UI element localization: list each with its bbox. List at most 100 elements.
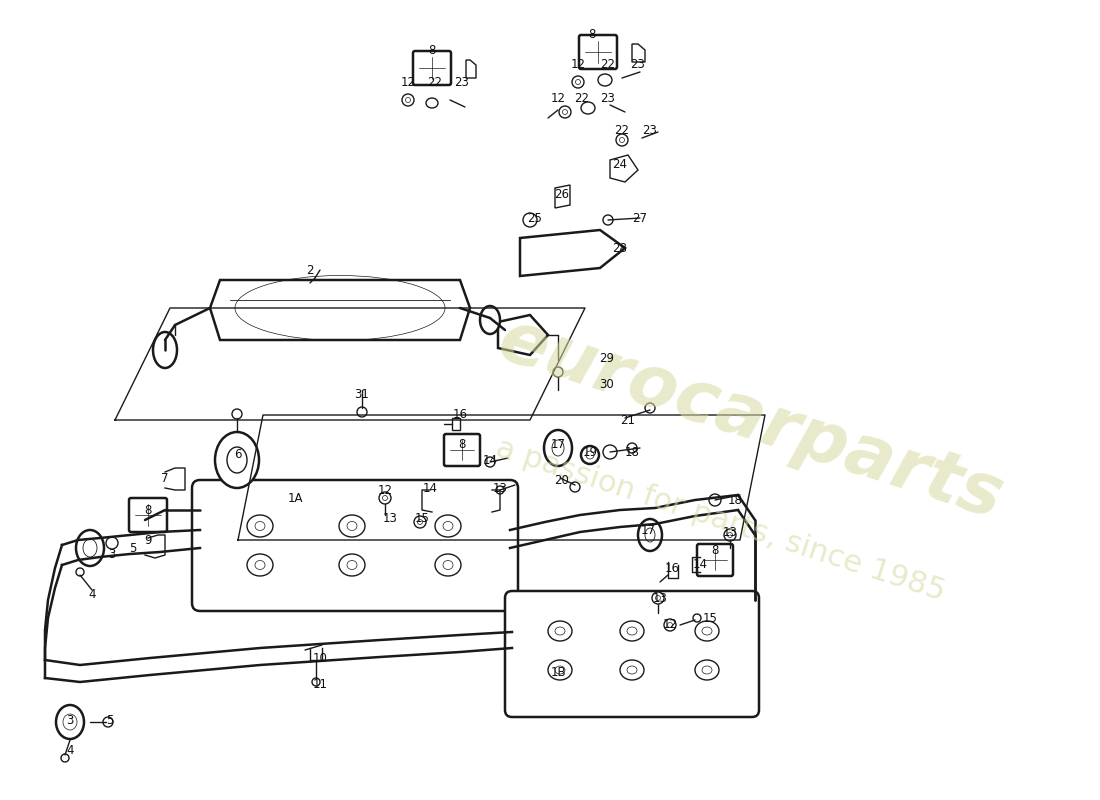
Ellipse shape	[346, 561, 358, 570]
Ellipse shape	[620, 660, 644, 680]
Text: 13: 13	[652, 591, 668, 605]
Ellipse shape	[586, 451, 594, 459]
Ellipse shape	[638, 519, 662, 551]
Text: 8: 8	[144, 503, 152, 517]
Text: 12: 12	[400, 75, 416, 89]
Text: 25: 25	[528, 211, 542, 225]
Ellipse shape	[255, 561, 265, 570]
Ellipse shape	[652, 592, 664, 604]
FancyBboxPatch shape	[192, 480, 518, 611]
FancyBboxPatch shape	[129, 498, 167, 532]
FancyBboxPatch shape	[412, 51, 451, 85]
Ellipse shape	[496, 486, 504, 494]
Text: 7: 7	[162, 471, 168, 485]
FancyBboxPatch shape	[697, 544, 733, 576]
Ellipse shape	[559, 106, 571, 118]
Ellipse shape	[339, 554, 365, 576]
Text: 13: 13	[493, 482, 507, 494]
Ellipse shape	[214, 432, 258, 488]
Text: 14: 14	[693, 558, 707, 571]
Ellipse shape	[581, 446, 600, 464]
Text: a passion for parts, since 1985: a passion for parts, since 1985	[492, 434, 948, 606]
Text: 4: 4	[88, 589, 96, 602]
Text: 21: 21	[620, 414, 636, 426]
Ellipse shape	[645, 528, 654, 542]
Ellipse shape	[248, 515, 273, 537]
Text: 3: 3	[66, 714, 74, 726]
Polygon shape	[520, 230, 625, 276]
Ellipse shape	[581, 102, 595, 114]
Ellipse shape	[724, 529, 736, 541]
Ellipse shape	[82, 539, 97, 557]
Text: 5: 5	[130, 542, 136, 554]
Ellipse shape	[556, 666, 565, 674]
Ellipse shape	[434, 515, 461, 537]
Text: 12: 12	[377, 483, 393, 497]
Text: 15: 15	[415, 511, 429, 525]
Ellipse shape	[227, 447, 248, 473]
Text: 19: 19	[583, 446, 597, 458]
Ellipse shape	[556, 627, 565, 635]
Text: 9: 9	[144, 534, 152, 546]
Text: 3: 3	[108, 549, 115, 562]
Text: 2: 2	[306, 263, 313, 277]
Text: 12: 12	[662, 618, 678, 631]
Ellipse shape	[76, 530, 104, 566]
Ellipse shape	[106, 537, 118, 549]
Ellipse shape	[627, 666, 637, 674]
Ellipse shape	[695, 660, 719, 680]
Polygon shape	[632, 44, 645, 62]
Text: 24: 24	[613, 158, 627, 171]
Text: 16: 16	[452, 409, 468, 422]
Text: eurocarparts: eurocarparts	[490, 306, 1011, 534]
Text: 17: 17	[550, 438, 565, 451]
Ellipse shape	[339, 515, 365, 537]
Ellipse shape	[562, 110, 568, 114]
Ellipse shape	[379, 492, 390, 504]
Ellipse shape	[603, 445, 617, 459]
Ellipse shape	[426, 98, 438, 108]
Text: 14: 14	[422, 482, 438, 494]
Text: 22: 22	[574, 91, 590, 105]
Ellipse shape	[668, 622, 672, 627]
FancyBboxPatch shape	[444, 434, 480, 466]
Polygon shape	[210, 280, 470, 340]
Text: 10: 10	[312, 651, 328, 665]
Ellipse shape	[710, 494, 720, 506]
Ellipse shape	[627, 443, 637, 453]
Text: 22: 22	[428, 75, 442, 89]
Ellipse shape	[627, 627, 637, 635]
Ellipse shape	[598, 74, 612, 86]
Text: 4: 4	[66, 743, 74, 757]
Ellipse shape	[480, 306, 501, 334]
Text: 14: 14	[483, 454, 497, 466]
Ellipse shape	[575, 79, 581, 85]
Polygon shape	[610, 155, 638, 182]
Ellipse shape	[485, 457, 495, 467]
Text: 18: 18	[625, 446, 639, 458]
Text: 8: 8	[459, 438, 465, 451]
Ellipse shape	[693, 614, 701, 622]
Ellipse shape	[60, 754, 69, 762]
Text: 27: 27	[632, 211, 648, 225]
Ellipse shape	[664, 619, 676, 631]
Polygon shape	[466, 60, 476, 78]
Text: 30: 30	[600, 378, 615, 391]
Ellipse shape	[695, 621, 719, 641]
Ellipse shape	[63, 714, 77, 730]
Ellipse shape	[443, 522, 453, 530]
Ellipse shape	[56, 705, 84, 739]
Ellipse shape	[702, 666, 712, 674]
Text: 20: 20	[554, 474, 570, 486]
Text: 1B: 1B	[550, 666, 565, 678]
Ellipse shape	[522, 213, 537, 227]
FancyBboxPatch shape	[505, 591, 759, 717]
Ellipse shape	[402, 94, 414, 106]
Text: 12: 12	[550, 91, 565, 105]
Ellipse shape	[552, 440, 564, 456]
Text: 18: 18	[727, 494, 742, 506]
Ellipse shape	[544, 430, 572, 466]
Text: 23: 23	[630, 58, 646, 71]
Ellipse shape	[620, 621, 644, 641]
FancyBboxPatch shape	[579, 35, 617, 69]
